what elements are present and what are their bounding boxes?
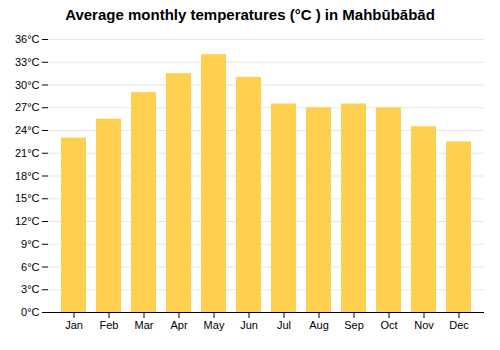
svg-text:15°C: 15°C [15, 192, 40, 204]
svg-text:Dec: Dec [449, 319, 469, 331]
svg-text:Nov: Nov [414, 319, 434, 331]
svg-text:Jul: Jul [277, 319, 291, 331]
svg-text:Sep: Sep [344, 319, 364, 331]
svg-text:12°C: 12°C [15, 215, 40, 227]
svg-text:21°C: 21°C [15, 147, 40, 159]
svg-text:Feb: Feb [100, 319, 119, 331]
svg-text:9°C: 9°C [21, 238, 40, 250]
svg-text:Mar: Mar [135, 319, 154, 331]
svg-text:3°C: 3°C [21, 283, 40, 295]
svg-text:27°C: 27°C [15, 101, 40, 113]
svg-text:0°C: 0°C [21, 306, 40, 318]
svg-text:36°C: 36°C [15, 33, 40, 45]
svg-text:Aug: Aug [309, 319, 329, 331]
svg-text:Jan: Jan [65, 319, 83, 331]
svg-text:Oct: Oct [380, 319, 397, 331]
svg-text:Apr: Apr [170, 319, 187, 331]
svg-text:33°C: 33°C [15, 56, 40, 68]
svg-text:18°C: 18°C [15, 170, 40, 182]
svg-text:May: May [204, 319, 225, 331]
svg-text:30°C: 30°C [15, 79, 40, 91]
svg-text:Jun: Jun [240, 319, 258, 331]
svg-text:24°C: 24°C [15, 124, 40, 136]
html-text:Average monthly temperatures (: Average monthly temperatures (°C ) in Ma… [65, 6, 435, 23]
svg-text:6°C: 6°C [21, 261, 40, 273]
